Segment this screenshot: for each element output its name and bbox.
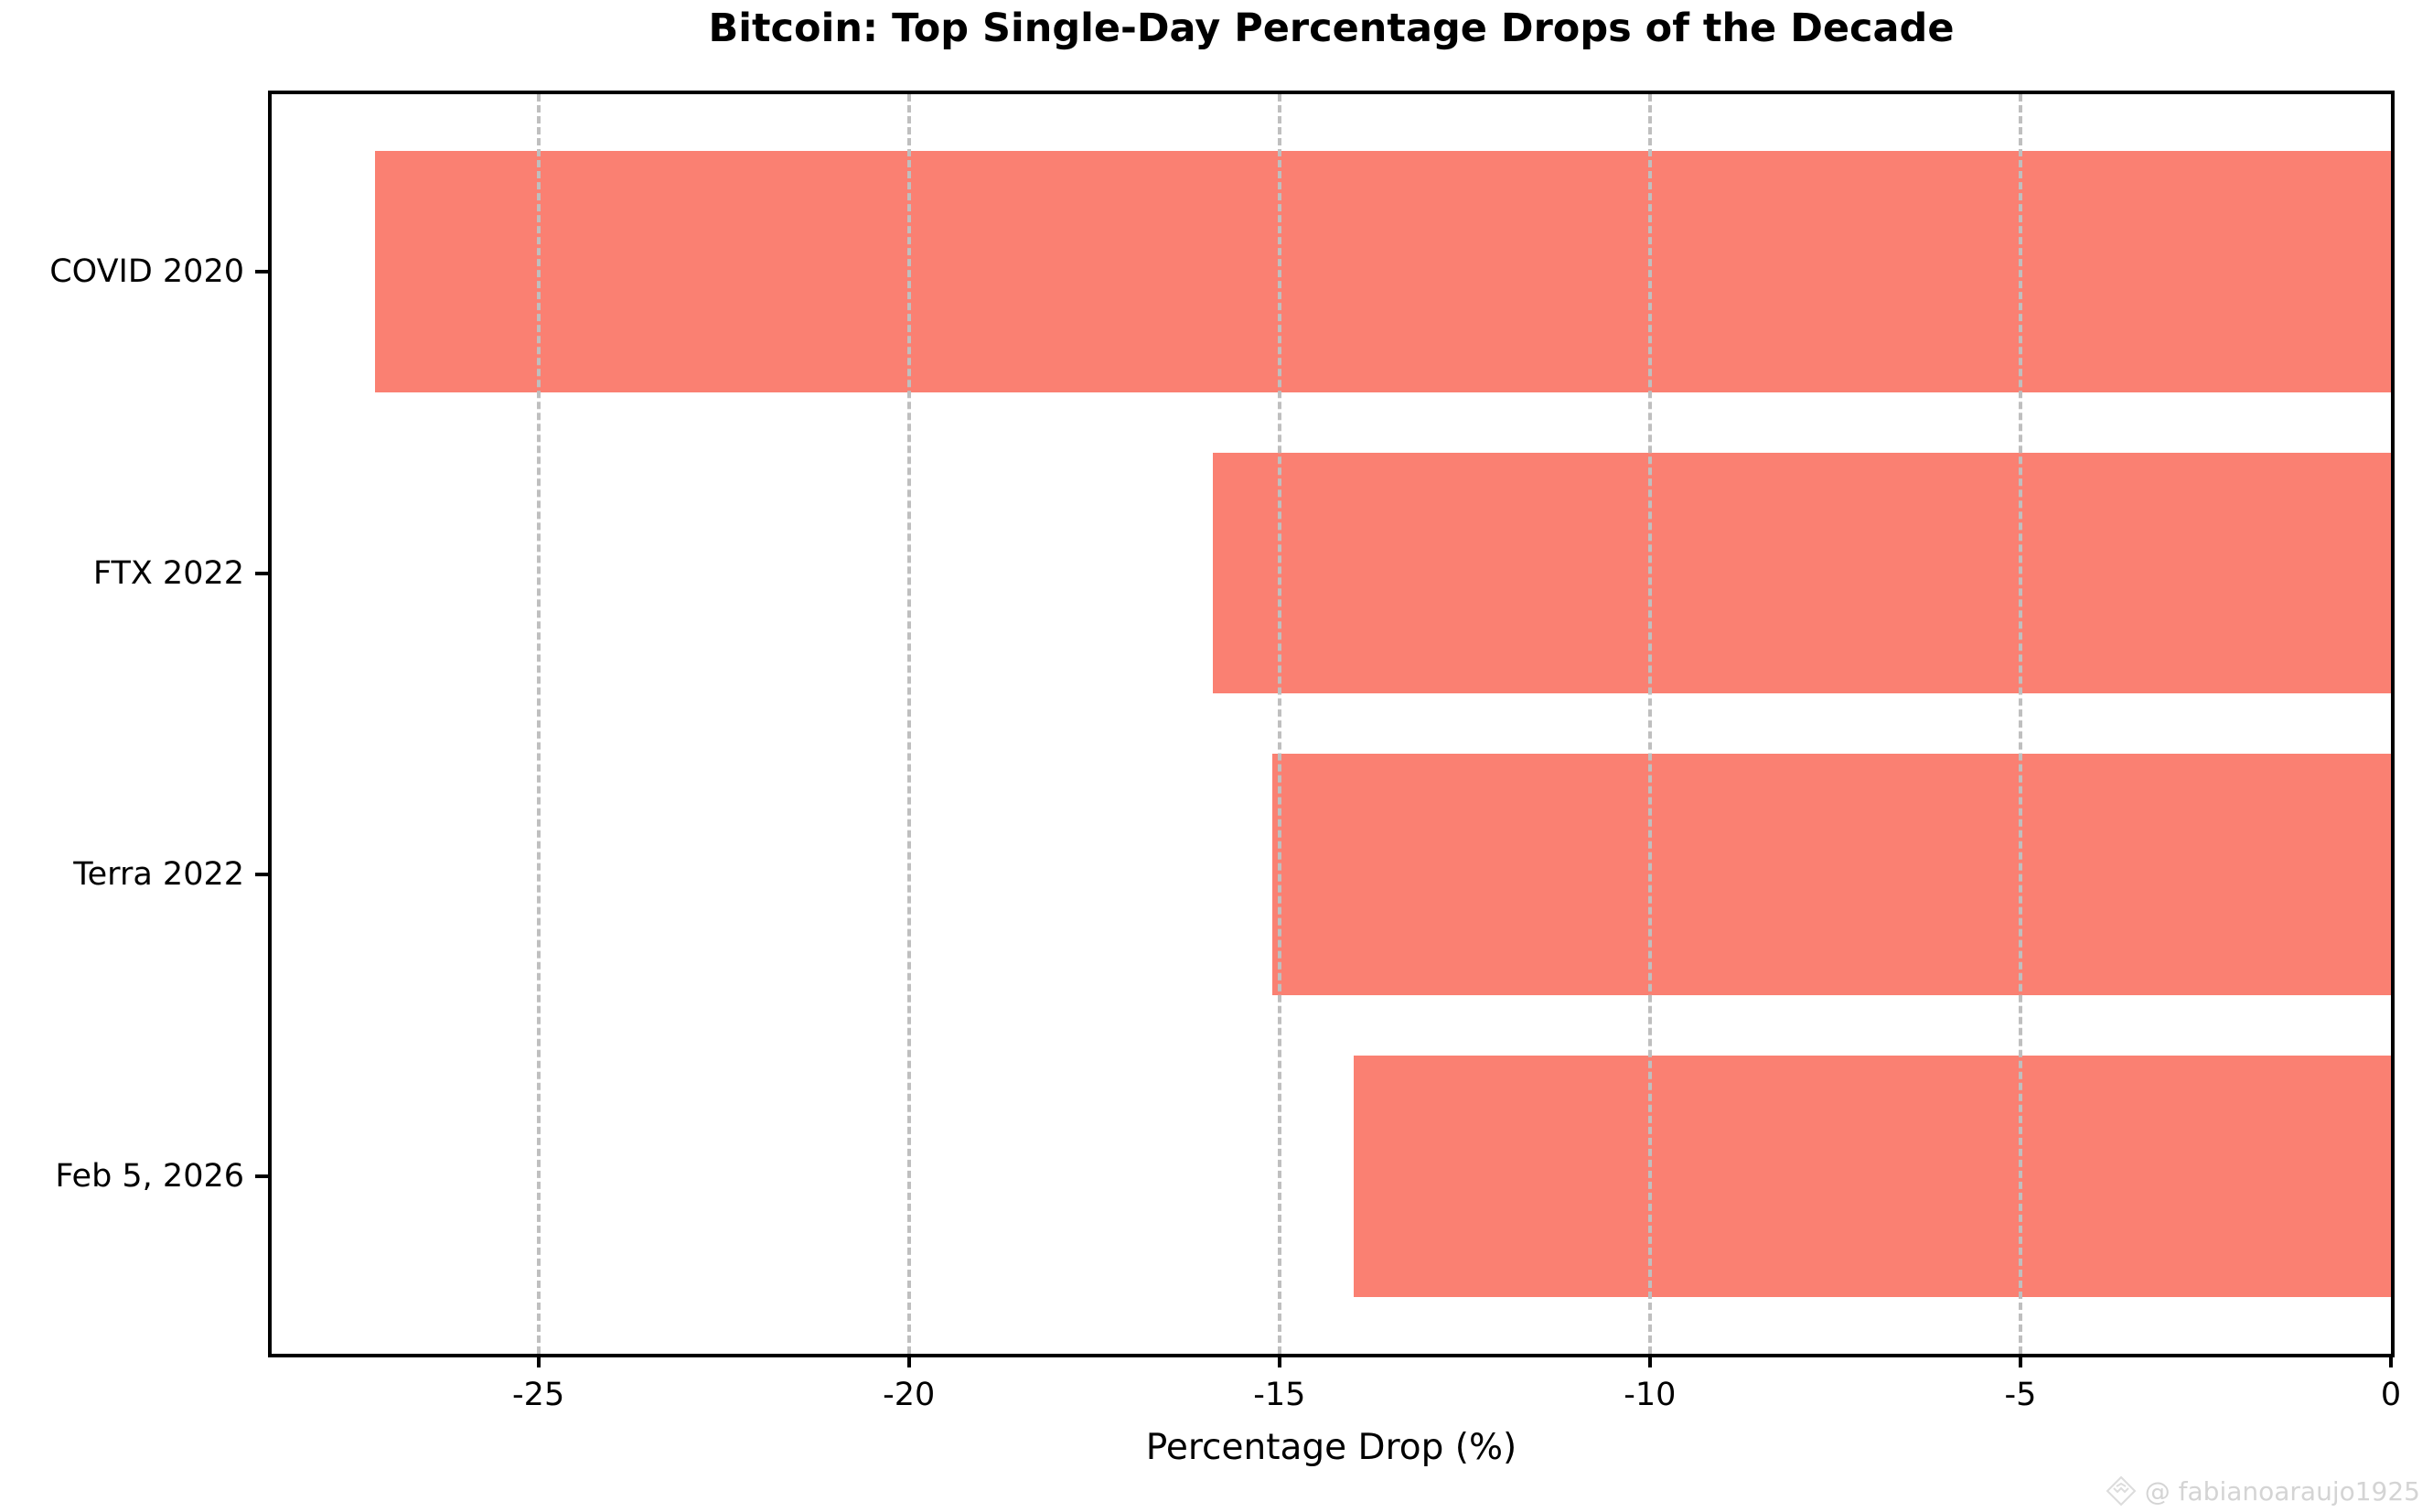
y-tick-label-covid-2020: COVID 2020 [49, 252, 244, 290]
bar-ftx-2022 [1212, 452, 2391, 694]
y-tick-label-terra-2022: Terra 2022 [73, 856, 244, 894]
y-tick-ftx-2022 [255, 571, 268, 575]
x-axis-label: Percentage Drop (%) [1145, 1427, 1517, 1468]
x-tick--20 [906, 1354, 911, 1367]
x-tick--15 [1277, 1354, 1281, 1367]
gridline--15 [1277, 94, 1281, 1354]
gridline--25 [536, 94, 541, 1354]
x-tick-label--20: -20 [883, 1377, 936, 1413]
watermark: @ fabianoaraujo1925 [2106, 1475, 2420, 1507]
x-tick-label-0: 0 [2380, 1377, 2402, 1413]
x-tick--10 [1647, 1354, 1652, 1367]
diamond-logo-icon [2106, 1475, 2137, 1507]
plot-area: Percentage Drop (%) COVID 2020 FTX 2022 Te… [49, 91, 2401, 1468]
chart-title: Bitcoin: Top Single-Day Percentage Drops… [708, 5, 1955, 51]
bar-feb-5-2026 [1353, 1056, 2391, 1298]
watermark-text: @ fabianoaraujo1925 [2144, 1475, 2420, 1507]
y-tick-label-feb-5-2026: Feb 5, 2026 [55, 1158, 244, 1196]
y-tick-label-ftx-2022: FTX 2022 [92, 554, 244, 592]
x-tick-label--10: -10 [1624, 1377, 1677, 1413]
y-tick-terra-2022 [255, 873, 268, 877]
gridline--5 [2018, 94, 2022, 1354]
x-tick-0 [2389, 1354, 2393, 1367]
x-tick--25 [536, 1354, 541, 1367]
bar-covid-2020 [375, 150, 2391, 392]
gridline--10 [1647, 94, 1652, 1354]
x-tick-label--25: -25 [512, 1377, 565, 1413]
y-tick-feb-5-2026 [255, 1174, 268, 1179]
bar-terra-2022 [1271, 754, 2391, 996]
gridline--20 [906, 94, 911, 1354]
x-tick-label--15: -15 [1253, 1377, 1306, 1413]
x-tick-label--5: -5 [2004, 1377, 2037, 1413]
x-tick--5 [2018, 1354, 2022, 1367]
y-tick-covid-2020 [255, 269, 268, 273]
